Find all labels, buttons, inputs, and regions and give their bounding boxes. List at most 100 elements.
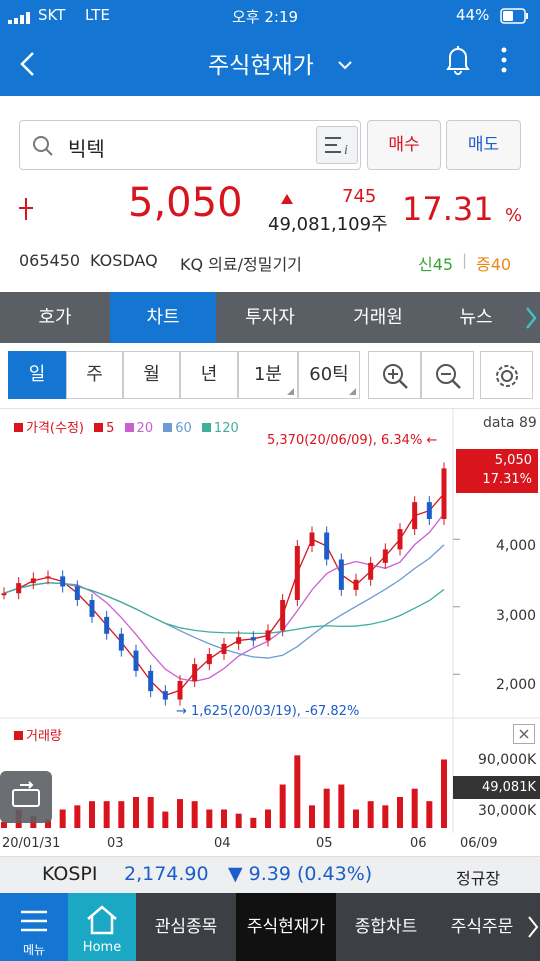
index-name: KOSPI — [42, 863, 98, 885]
candle — [250, 637, 256, 641]
zoom-out-button[interactable] — [421, 351, 474, 399]
info-divider: | — [462, 251, 468, 269]
tab-orderbook[interactable]: 호가 — [38, 307, 72, 328]
candle — [60, 576, 66, 587]
volume-bar — [441, 759, 447, 828]
chart-legend: 가격(수정) 5 20 60 120 — [14, 417, 239, 436]
chevron-down-icon[interactable] — [337, 56, 353, 75]
date-tick-3: 05 — [316, 836, 333, 851]
candle — [89, 600, 95, 617]
bell-icon[interactable] — [445, 44, 471, 80]
status-bar: SKT LTE 오후 2:19 44% — [0, 0, 540, 32]
period-tick-label: 60틱 — [309, 364, 349, 385]
menu-button[interactable]: 메뉴 — [0, 893, 68, 961]
volume-bar — [382, 805, 389, 828]
volume-tick-30000k: 30,000K — [478, 803, 537, 819]
volume-bar — [294, 755, 301, 828]
back-icon[interactable] — [18, 50, 38, 82]
price-tick-3000: 3,000 — [496, 608, 537, 624]
buy-button[interactable]: 매수 — [367, 120, 441, 170]
volume-bar — [177, 799, 183, 828]
period-week[interactable]: 주 — [66, 351, 123, 399]
volume-bar — [265, 809, 271, 828]
legend-ma60: 60 — [163, 421, 192, 436]
tab-investor[interactable]: 투자자 — [245, 307, 295, 328]
page-title[interactable]: 주식현재가 — [208, 53, 314, 79]
nav-watchlist[interactable]: 관심종목 — [154, 917, 218, 937]
volume-legend: 거래량 — [14, 725, 62, 744]
period-minute-label: 1분 — [253, 364, 282, 385]
nav-current-price[interactable]: 주식현재가 — [236, 893, 336, 961]
zoom-out-icon — [434, 362, 464, 394]
candle — [148, 670, 154, 692]
sector-label: KQ 의료/정밀기기 — [180, 255, 302, 274]
legend-ma120-label: 120 — [213, 421, 239, 436]
change-percent: 17.31 — [402, 190, 494, 228]
volume-bar — [338, 784, 345, 828]
period-minute[interactable]: 1분 — [238, 351, 298, 399]
chevron-right-icon[interactable] — [524, 306, 538, 334]
candle — [368, 562, 374, 580]
rotate-screen-button[interactable] — [0, 771, 52, 823]
period-year[interactable]: 년 — [180, 351, 238, 399]
candle — [104, 616, 110, 634]
candle — [426, 502, 432, 519]
volume-bar — [118, 801, 125, 828]
home-label: Home — [82, 940, 122, 955]
date-tick-1: 03 — [107, 836, 124, 851]
candle — [45, 576, 51, 579]
sell-button[interactable]: 매도 — [446, 120, 521, 170]
nav-chevron-right-icon[interactable] — [527, 915, 539, 943]
nav-overall-chart[interactable]: 종합차트 — [354, 917, 418, 937]
volume-bar — [309, 805, 315, 828]
period-day[interactable]: 일 — [8, 351, 66, 399]
legend-price: 가격(수정) — [14, 421, 84, 436]
tab-chart[interactable]: 차트 — [110, 292, 216, 343]
stock-search-field[interactable]: 빅텍 i — [19, 120, 361, 170]
home-button[interactable]: Home — [68, 893, 136, 961]
candle — [74, 586, 80, 600]
period-tick[interactable]: 60틱 — [298, 351, 360, 399]
ma5-line — [3, 493, 445, 697]
stock-list-button[interactable]: i — [316, 126, 358, 164]
legend-ma20-label: 20 — [136, 421, 154, 436]
nav-stock-order[interactable]: 주식주문 — [450, 917, 514, 937]
legend-ma20: 20 — [124, 421, 154, 436]
carrier-label: SKT — [38, 6, 66, 24]
menu-label: 메뉴 — [22, 943, 46, 957]
current-price-tag: 5,050 17.31% — [456, 449, 538, 493]
svg-text:i: i — [344, 143, 348, 158]
chart-settings-button[interactable] — [480, 351, 533, 399]
candle — [382, 549, 388, 563]
volume-bar — [45, 819, 51, 828]
volume-bar — [206, 809, 213, 828]
price-tick-2000: 2,000 — [496, 677, 537, 693]
tab-news[interactable]: 뉴스 — [459, 307, 493, 328]
candle — [294, 546, 300, 600]
home-icon — [86, 905, 118, 940]
current-price: 5,050 — [128, 180, 243, 226]
volume-legend-label: 거래량 — [26, 729, 62, 744]
bottom-nav: 메뉴 Home 관심종목 주식현재가 종합차트 주식주문 — [0, 893, 540, 961]
search-icon — [32, 135, 54, 161]
legend-ma5: 5 — [94, 421, 114, 436]
period-month[interactable]: 월 — [123, 351, 180, 399]
stock-code: 065450 — [19, 251, 81, 270]
date-tick-0: 20/01/31 — [2, 836, 61, 851]
more-icon[interactable] — [500, 46, 508, 80]
gear-icon — [493, 362, 521, 394]
candle — [309, 532, 315, 546]
close-volume-icon[interactable] — [513, 724, 535, 744]
tab-broker[interactable]: 거래원 — [353, 307, 403, 328]
candle — [133, 650, 139, 671]
zoom-in-button[interactable] — [368, 351, 421, 399]
network-label: LTE — [85, 6, 110, 24]
price-chart[interactable] — [0, 408, 540, 858]
volume-bar — [426, 801, 433, 828]
index-bar[interactable]: KOSPI 2,174.90 ▼ 9.39 (0.43%) 정규장 — [0, 856, 540, 893]
index-value: 2,174.90 — [124, 863, 209, 885]
candle — [236, 637, 242, 644]
hamburger-icon — [20, 909, 48, 938]
signal-icon — [8, 10, 34, 28]
volume-bar — [250, 817, 257, 828]
